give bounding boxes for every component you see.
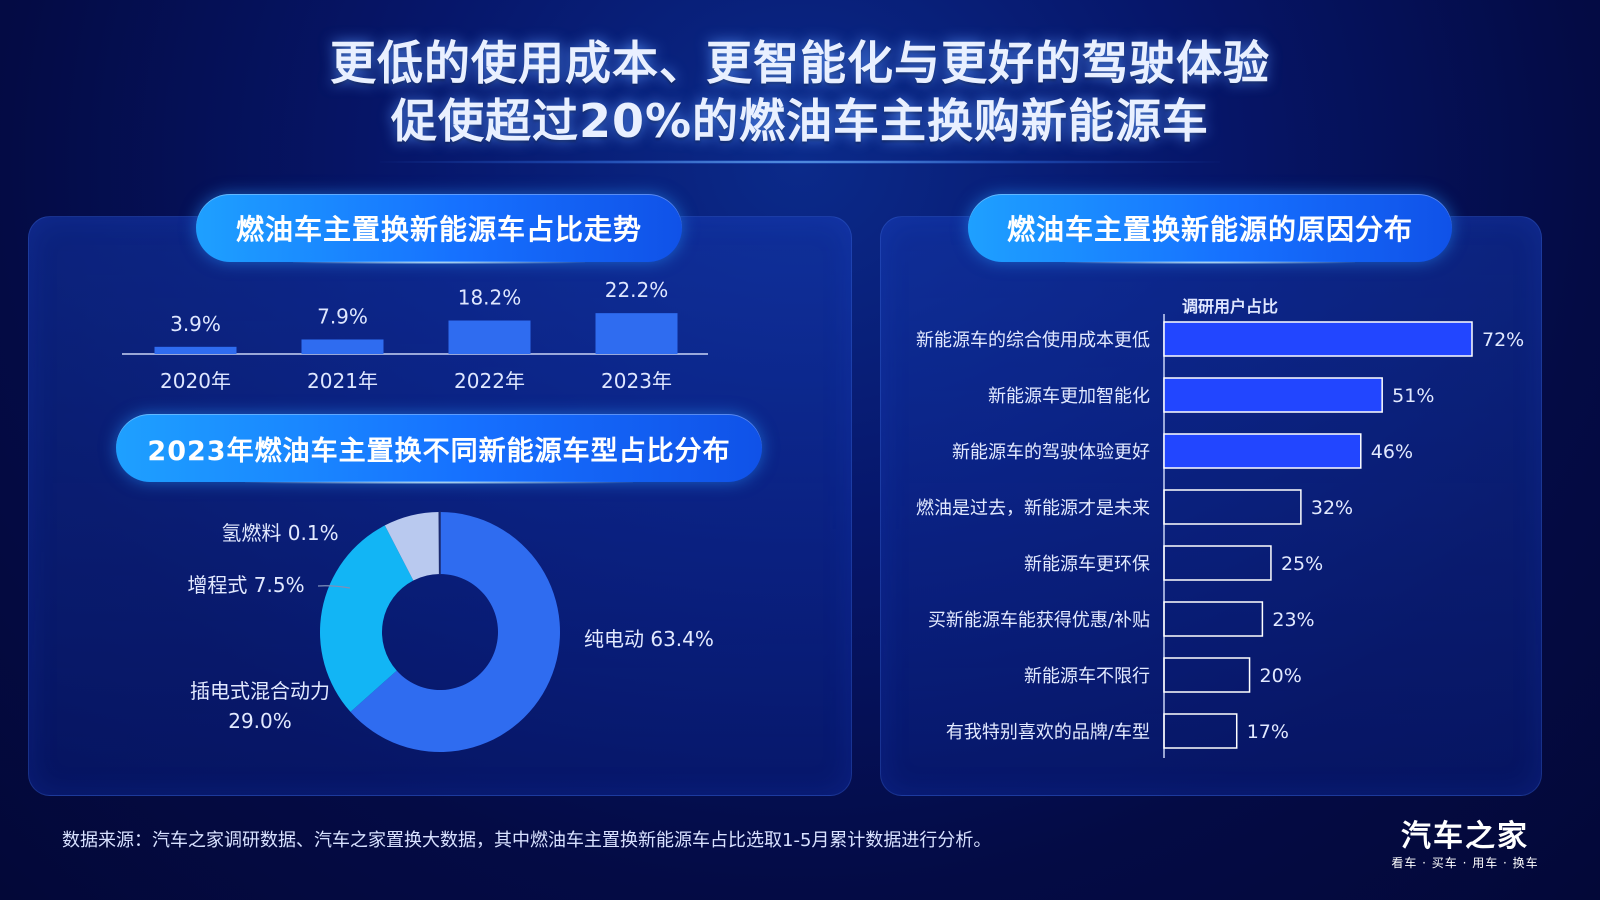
reason-category-label: 新能源车的综合使用成本更低 — [916, 330, 1150, 351]
trend-bar — [595, 313, 678, 354]
donut-slice-label: 氢燃料 0.1% — [221, 521, 338, 545]
reason-bar — [1163, 545, 1272, 581]
logo-tagline: 看车 · 买车 · 用车 · 换车 — [1391, 856, 1539, 870]
nev-type-donut-chart: 纯电动 63.4% 插电式混合动力 29.0% 增程式 7.5% 氢燃料 0.1% — [187, 511, 714, 752]
right-panel — [880, 216, 1542, 796]
reason-bar — [1163, 489, 1302, 525]
reason-category-label: 新能源车的驾驶体验更好 — [952, 442, 1150, 463]
reason-value-label: 23% — [1272, 609, 1314, 631]
reason-value-label: 51% — [1392, 385, 1434, 407]
autohome-logo: 汽车之家 看车 · 买车 · 用车 · 换车 — [1390, 820, 1540, 872]
donut-slice-label: 29.0% — [228, 709, 292, 733]
reason-category-label: 新能源车更环保 — [1024, 554, 1150, 575]
trend-bar — [154, 346, 237, 354]
reason-bar — [1163, 377, 1383, 413]
reason-bar — [1163, 601, 1264, 637]
donut-leader-line — [317, 585, 351, 589]
trend-category-label: 2020年 — [160, 369, 231, 393]
trend-bar — [301, 339, 384, 354]
donut-heading: 2023年燃油车主置换不同新能源车型占比分布 — [116, 414, 762, 484]
donut-slice-label: 增程式 7.5% — [187, 573, 304, 597]
reason-category-label: 有我特别喜欢的品牌/车型 — [946, 722, 1150, 743]
reason-category-label: 买新能源车能获得优惠/补贴 — [928, 610, 1150, 631]
title-glow-divider — [380, 160, 1220, 164]
reason-bar — [1163, 657, 1251, 693]
data-source-note: 数据来源：汽车之家调研数据、汽车之家置换大数据，其中燃油车主置换新能源车占比选取… — [62, 830, 992, 851]
reason-category-label: 新能源车不限行 — [1024, 666, 1150, 687]
reasons-heading: 燃油车主置换新能源的原因分布 — [968, 194, 1452, 264]
donut-slice — [350, 512, 560, 752]
donut-slice — [320, 525, 414, 712]
donut-slice-label: 插电式混合动力 — [190, 679, 330, 703]
reason-value-label: 25% — [1281, 553, 1323, 575]
logo-name: 汽车之家 — [1401, 819, 1529, 854]
reason-category-label: 燃油是过去，新能源才是未来 — [916, 498, 1150, 519]
trend-bar — [448, 320, 531, 354]
trend-category-label: 2023年 — [601, 369, 672, 393]
trend-heading: 燃油车主置换新能源车占比走势 — [196, 194, 682, 264]
reason-value-label: 72% — [1482, 329, 1524, 351]
donut-slice — [384, 512, 440, 581]
trend-value-label: 22.2% — [605, 278, 669, 302]
page-title: 更低的使用成本、更智能化与更好的驾驶体验 促使超过20%的燃油车主换购新能源车 — [0, 34, 1600, 150]
trend-bar-chart: 3.9% 2020年 7.9% 2021年 18.2% 2022年 22.2% 2023年 — [122, 278, 708, 393]
reason-bar — [1163, 321, 1473, 357]
donut-slice — [438, 511, 441, 575]
donut-slice-label: 纯电动 63.4% — [584, 627, 714, 651]
reason-bar — [1163, 433, 1362, 469]
reason-category-label: 新能源车更加智能化 — [988, 386, 1150, 407]
trend-value-label: 7.9% — [317, 304, 368, 328]
reason-value-label: 20% — [1260, 665, 1302, 687]
trend-category-label: 2021年 — [307, 369, 378, 393]
page-title-line-1: 更低的使用成本、更智能化与更好的驾驶体验 — [330, 36, 1270, 90]
reason-value-label: 17% — [1247, 721, 1289, 743]
trend-value-label: 18.2% — [458, 286, 522, 310]
trend-category-label: 2022年 — [454, 369, 525, 393]
page-title-line-2: 促使超过20%的燃油车主换购新能源车 — [390, 94, 1210, 148]
reason-bar — [1163, 713, 1238, 749]
trend-value-label: 3.9% — [170, 312, 221, 336]
reasons-axis-label: 调研用户占比 — [1182, 297, 1278, 316]
reason-value-label: 32% — [1311, 497, 1353, 519]
reason-value-label: 46% — [1371, 441, 1413, 463]
